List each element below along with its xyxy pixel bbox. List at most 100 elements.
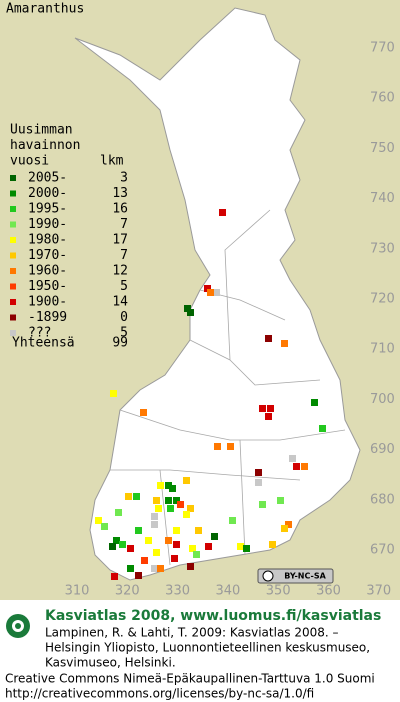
observation-square bbox=[259, 405, 266, 412]
legend-count: 7 bbox=[120, 248, 128, 263]
legend-swatch bbox=[10, 299, 16, 305]
observation-square bbox=[135, 572, 142, 579]
legend-swatch bbox=[10, 268, 16, 274]
observation-square bbox=[281, 340, 288, 347]
observation-square bbox=[319, 425, 326, 432]
legend-label: 1900- bbox=[28, 295, 67, 310]
observation-square bbox=[255, 469, 262, 476]
observation-square bbox=[167, 505, 174, 512]
northing-label: 750 bbox=[370, 141, 395, 156]
observation-square bbox=[151, 513, 158, 520]
easting-label: 370 bbox=[366, 584, 391, 599]
northing-label: 760 bbox=[370, 91, 395, 106]
observation-square bbox=[151, 565, 158, 572]
observation-square bbox=[101, 523, 108, 530]
observation-square bbox=[113, 537, 120, 544]
legend-swatch bbox=[10, 221, 16, 228]
easting-label: 320 bbox=[115, 584, 140, 599]
observation-square bbox=[125, 493, 132, 500]
observation-square bbox=[169, 485, 176, 492]
license-line: Creative Commons Nimeä-Epäkaupallinen-Ta… bbox=[5, 672, 375, 686]
legend-label: 1980- bbox=[28, 233, 67, 248]
legend-swatch bbox=[10, 252, 16, 259]
observation-square bbox=[173, 541, 180, 548]
observation-square bbox=[195, 527, 202, 534]
legend-count: 16 bbox=[112, 202, 128, 217]
observation-square bbox=[205, 543, 212, 550]
observation-square bbox=[219, 209, 226, 216]
observation-square bbox=[301, 463, 308, 470]
observation-square bbox=[171, 555, 178, 562]
citation-line: Kasvimuseo, Helsinki. bbox=[45, 656, 176, 670]
observation-square bbox=[184, 305, 191, 312]
observation-square bbox=[157, 482, 164, 489]
legend-swatch bbox=[10, 237, 16, 243]
observation-square bbox=[165, 482, 172, 489]
map-title: Amaranthus bbox=[6, 2, 84, 17]
legend-heading: havainnon bbox=[10, 138, 80, 153]
observation-square bbox=[140, 409, 147, 416]
citation-line: Lampinen, R. & Lahti, T. 2009: Kasviatla… bbox=[45, 626, 339, 640]
count-heading: lkm bbox=[100, 154, 124, 169]
observation-square bbox=[277, 497, 284, 504]
observation-square bbox=[95, 517, 102, 524]
observation-square bbox=[187, 309, 194, 316]
legend-count: 14 bbox=[112, 295, 128, 310]
easting-label: 360 bbox=[316, 584, 341, 599]
observation-square bbox=[133, 493, 140, 500]
observation-square bbox=[153, 549, 160, 556]
observation-square bbox=[173, 497, 180, 504]
observation-square bbox=[227, 443, 234, 450]
easting-label: 310 bbox=[65, 584, 90, 599]
observation-square bbox=[267, 405, 274, 412]
observation-square bbox=[187, 563, 194, 570]
legend-heading: vuosi bbox=[10, 154, 49, 169]
observation-square bbox=[183, 511, 190, 518]
legend-label: 2000- bbox=[28, 186, 67, 201]
observation-square bbox=[110, 390, 117, 397]
observation-square bbox=[119, 541, 126, 548]
observation-square bbox=[193, 551, 200, 558]
observation-square bbox=[145, 537, 152, 544]
observation-square bbox=[265, 413, 272, 420]
legend-swatch bbox=[10, 283, 16, 290]
northing-label: 710 bbox=[370, 342, 395, 357]
observation-square bbox=[187, 505, 194, 512]
observation-square bbox=[183, 477, 190, 484]
observation-square bbox=[265, 335, 272, 342]
observation-square bbox=[189, 545, 196, 552]
observation-square bbox=[115, 509, 122, 516]
observation-square bbox=[141, 557, 148, 564]
observation-square bbox=[289, 455, 296, 462]
northing-label: 730 bbox=[370, 241, 395, 256]
observation-square bbox=[153, 497, 160, 504]
observation-square bbox=[177, 501, 184, 508]
footer-background bbox=[0, 600, 400, 702]
easting-label: 350 bbox=[266, 584, 291, 599]
legend-swatch bbox=[10, 175, 16, 181]
legend-count: 12 bbox=[112, 264, 128, 279]
northing-label: 740 bbox=[370, 191, 395, 206]
northing-label: 700 bbox=[370, 392, 395, 407]
legend-label: 1960- bbox=[28, 264, 67, 279]
observation-square bbox=[165, 497, 172, 504]
legend-label: 1970- bbox=[28, 248, 67, 263]
observation-square bbox=[269, 541, 276, 548]
cc-icon bbox=[262, 570, 274, 582]
observation-square bbox=[285, 521, 292, 528]
legend-count: 17 bbox=[112, 233, 128, 248]
legend-label: 2005- bbox=[28, 171, 67, 186]
observation-square bbox=[255, 479, 262, 486]
observation-square bbox=[243, 545, 250, 552]
legend-label: 1990- bbox=[28, 217, 67, 232]
northing-label: 680 bbox=[370, 492, 395, 507]
observation-square bbox=[281, 525, 288, 532]
legend-swatch bbox=[10, 314, 16, 321]
legend-heading: Uusimman bbox=[10, 123, 73, 138]
northing-label: 770 bbox=[370, 41, 395, 56]
legend-count: 5 bbox=[120, 279, 128, 294]
observation-square bbox=[204, 285, 211, 292]
easting-label: 340 bbox=[215, 584, 240, 599]
